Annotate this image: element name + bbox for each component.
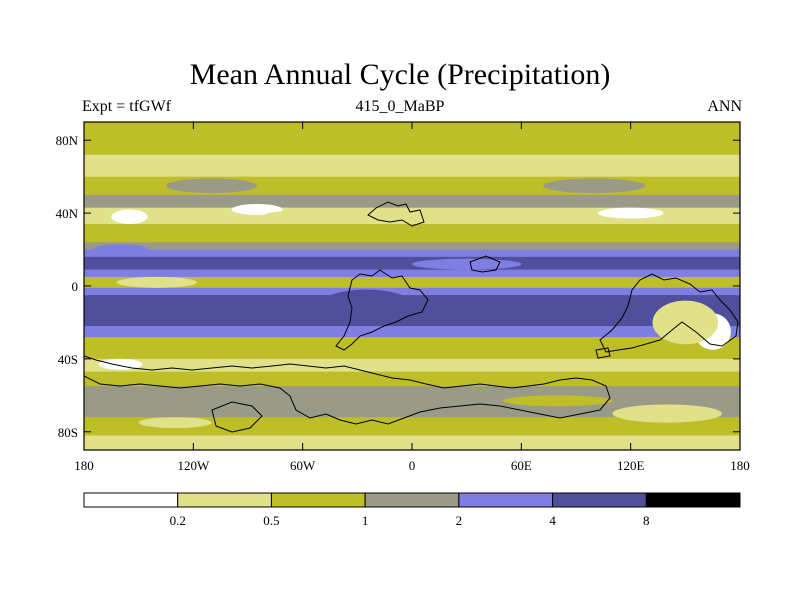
precip-patch-10 bbox=[652, 300, 719, 345]
longitude-axis: 180 120W 60W 0 60E 120E 180 bbox=[74, 122, 750, 473]
y-tick-label: 40S bbox=[58, 352, 78, 367]
colorbar-label: 0.2 bbox=[170, 513, 186, 528]
colorbar-label: 8 bbox=[643, 513, 650, 528]
precip-patch-12 bbox=[503, 395, 613, 407]
colorbar-box bbox=[270, 492, 366, 508]
precip-band-7 bbox=[84, 249, 740, 258]
coastline-north-america bbox=[367, 201, 425, 227]
precip-patch-0 bbox=[111, 209, 148, 225]
x-tick-label: 180 bbox=[74, 458, 94, 473]
precip-band-9 bbox=[84, 269, 740, 278]
experiment-label: Expt = tfGWf bbox=[82, 98, 171, 115]
latitude-axis: 80N 40N 0 40S 80S bbox=[56, 133, 740, 440]
precip-band-13 bbox=[84, 326, 740, 338]
x-tick-label: 120W bbox=[177, 458, 210, 473]
colorbar-box bbox=[458, 492, 554, 508]
precip-patch-2 bbox=[262, 211, 307, 223]
colorbar-box bbox=[177, 492, 272, 508]
x-tick-label: 120E bbox=[617, 458, 645, 473]
colorbar-box bbox=[83, 492, 179, 508]
time-period-label: 415_0_MaBP bbox=[355, 98, 445, 115]
colorbar-box bbox=[552, 492, 647, 508]
y-tick-label: 0 bbox=[72, 279, 79, 294]
colorbar-box bbox=[645, 492, 741, 508]
precip-band-11 bbox=[84, 287, 740, 296]
x-tick-label: 60W bbox=[290, 458, 316, 473]
colorbar-label: 1 bbox=[362, 513, 369, 528]
colorbar-label: 0.5 bbox=[263, 513, 279, 528]
precip-patch-16 bbox=[412, 258, 522, 270]
coastline-central-continent bbox=[335, 269, 429, 351]
coastline-east-continent bbox=[599, 273, 739, 353]
precip-band-19 bbox=[84, 435, 740, 450]
x-tick-label: 60E bbox=[511, 458, 532, 473]
colorbar-label: 4 bbox=[549, 513, 556, 528]
precip-patch-11 bbox=[98, 358, 143, 370]
precip-patch-15 bbox=[93, 244, 148, 256]
coastline-southern-continent bbox=[84, 355, 611, 425]
contour-patches bbox=[93, 178, 731, 429]
precip-band-8 bbox=[84, 256, 740, 271]
precip-patch-6 bbox=[116, 276, 197, 288]
precip-patch-1 bbox=[231, 204, 283, 215]
precip-band-1 bbox=[84, 154, 740, 178]
precip-patch-13 bbox=[612, 404, 722, 423]
precip-band-18 bbox=[84, 417, 740, 436]
plot-title: Mean Annual Cycle (Precipitation) bbox=[189, 58, 611, 91]
precip-band-3 bbox=[84, 194, 740, 209]
y-tick-label: 80N bbox=[56, 133, 79, 148]
precip-band-16 bbox=[84, 371, 740, 387]
continent-outlines bbox=[84, 201, 739, 433]
precip-band-6 bbox=[84, 242, 740, 251]
precip-band-14 bbox=[84, 337, 740, 360]
precip-band-5 bbox=[84, 224, 740, 243]
precip-band-10 bbox=[84, 276, 740, 289]
season-label: ANN bbox=[707, 98, 742, 115]
precip-patch-3 bbox=[166, 178, 258, 194]
x-tick-label: 0 bbox=[409, 458, 416, 473]
x-tick-label: 180 bbox=[730, 458, 750, 473]
colorbar-box bbox=[364, 492, 460, 508]
colorbar-label: 2 bbox=[456, 513, 463, 528]
precip-patch-5 bbox=[543, 178, 646, 194]
coastline-island-2 bbox=[595, 347, 611, 359]
coastline-island-1 bbox=[211, 401, 263, 433]
precip-band-15 bbox=[84, 358, 740, 373]
precip-patch-8 bbox=[320, 289, 413, 319]
precip-patch-14 bbox=[138, 417, 212, 429]
colorbar: 0.2 0.5 1 2 4 8 bbox=[83, 492, 741, 528]
precip-band-12 bbox=[84, 295, 740, 327]
y-tick-label: 80S bbox=[58, 425, 78, 440]
y-tick-label: 40N bbox=[56, 206, 79, 221]
coastline-asia bbox=[469, 255, 501, 273]
precip-patch-4 bbox=[597, 207, 664, 219]
